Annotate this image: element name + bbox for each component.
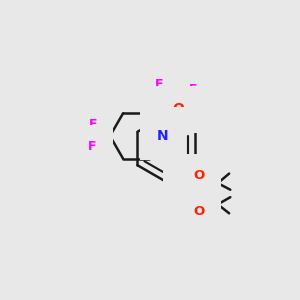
Text: N: N bbox=[157, 124, 168, 138]
Text: N: N bbox=[157, 129, 168, 143]
Text: F: F bbox=[88, 140, 97, 153]
Text: F: F bbox=[188, 83, 197, 97]
Text: O: O bbox=[194, 205, 205, 218]
Text: O: O bbox=[194, 169, 205, 182]
Text: F: F bbox=[89, 118, 98, 131]
Text: O: O bbox=[172, 102, 184, 116]
Text: B: B bbox=[179, 187, 189, 200]
Text: F: F bbox=[155, 78, 163, 91]
Text: F: F bbox=[169, 68, 178, 81]
